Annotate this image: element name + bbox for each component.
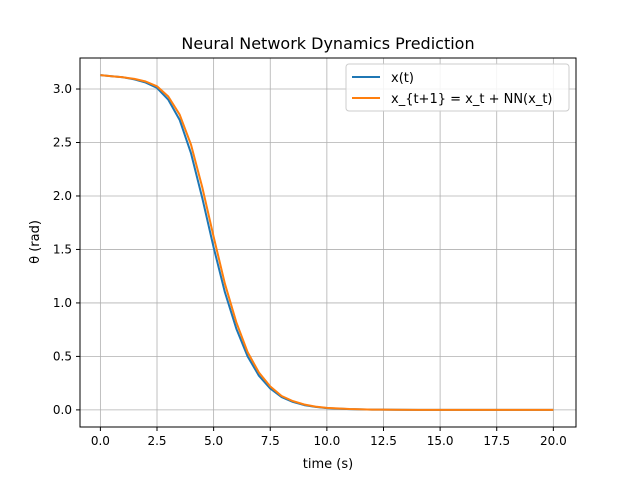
series-line-nn-prediction: [100, 74, 554, 411]
x-tick-label: 10.0: [314, 434, 341, 448]
chart-title: Neural Network Dynamics Prediction: [181, 34, 474, 53]
y-tick-label: 1.0: [53, 296, 72, 310]
x-tick-label: 20.0: [540, 434, 567, 448]
series-lines: [100, 74, 554, 411]
y-tick-label: 1.5: [53, 242, 72, 256]
y-tick-label: 0.0: [53, 403, 72, 417]
x-tick-label: 7.5: [261, 434, 280, 448]
x-tick-label: 0.0: [91, 434, 110, 448]
x-tick-label: 17.5: [483, 434, 510, 448]
x-axis-label: time (s): [303, 457, 353, 472]
y-tick-label: 2.5: [53, 135, 72, 149]
legend: x(t) x_{t+1} = x_t + NN(x_t): [345, 63, 570, 112]
legend-label-nn-prediction: x_{t+1} = x_t + NN(x_t): [391, 92, 552, 107]
y-axis-ticks: 0.0 0.5 1.0 1.5 2.0 2.5 3.0: [53, 82, 80, 417]
x-tick-label: 2.5: [147, 434, 166, 448]
legend-box: [345, 63, 570, 112]
plot-frame: [79, 57, 577, 428]
x-tick-label: 12.5: [370, 434, 397, 448]
y-tick-label: 2.0: [53, 189, 72, 203]
x-tick-label: 15.0: [427, 434, 454, 448]
legend-label-x-t: x(t): [391, 71, 414, 86]
y-tick-label: 3.0: [53, 82, 72, 96]
x-tick-label: 5.0: [204, 434, 223, 448]
x-axis-ticks: 0.0 2.5 5.0 7.5 10.0 12.5 15.0 17.5 20.0: [91, 427, 567, 448]
y-tick-label: 0.5: [53, 349, 72, 363]
y-axis-label: θ (rad): [28, 220, 43, 264]
